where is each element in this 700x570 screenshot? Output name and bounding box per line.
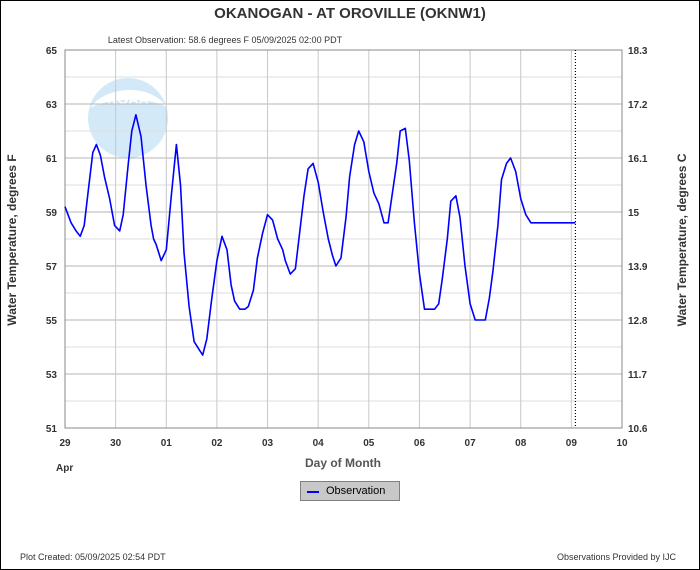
x-tick-label: 04 [313, 438, 325, 449]
x-tick-label: 03 [262, 438, 274, 449]
y-tick-label-left: 51 [46, 424, 58, 435]
y-axis-right-ticks: 10.6 11.7 12.8 13.9 15 16.1 17.2 18.3 [628, 46, 648, 435]
y-tick-label-left: 59 [46, 208, 58, 219]
legend-observation-label: Observation [326, 485, 386, 497]
y-axis-label-right: Water Temperature, degrees C [675, 153, 689, 326]
x-tick-label: 07 [465, 438, 477, 449]
x-tick-label: 09 [566, 438, 578, 449]
x-tick-label: 05 [363, 438, 375, 449]
y-tick-label-right: 12.8 [628, 316, 648, 327]
observations-provider-footer: Observations Provided by IJC [556, 552, 676, 562]
chart-legend: Observation [300, 481, 400, 501]
chart-title: OKANOGAN - AT OROVILLE (OKNW1) [214, 5, 486, 22]
legend-observation-swatch [307, 491, 319, 493]
y-tick-label-left: 61 [46, 154, 58, 165]
y-tick-label-right: 13.9 [628, 262, 648, 273]
x-tick-label: 29 [59, 438, 71, 449]
noaa-logo-text: NOAA [107, 91, 148, 107]
x-axis-month-label: Apr [56, 463, 73, 474]
y-tick-label-left: 65 [46, 46, 58, 57]
x-tick-label: 02 [211, 438, 223, 449]
plot-area-border [64, 49, 623, 429]
y-tick-label-right: 18.3 [628, 46, 648, 57]
y-tick-label-left: 63 [46, 100, 58, 111]
x-tick-label: 30 [110, 438, 122, 449]
x-tick-label: 10 [616, 438, 628, 449]
x-axis-ticks: 29 30 01 02 03 04 05 06 07 08 09 10 [59, 438, 628, 449]
x-tick-label: 08 [515, 438, 527, 449]
y-tick-label-right: 15 [628, 208, 640, 219]
plot-area-outline [64, 49, 623, 429]
plot-created-footer: Plot Created: 05/09/2025 02:54 PDT [20, 552, 166, 562]
series-line-observation [64, 114, 576, 356]
x-tick-label: 06 [414, 438, 426, 449]
x-axis-label: Day of Month [305, 456, 381, 470]
y-tick-label-right: 17.2 [628, 100, 648, 111]
y-tick-label-right: 16.1 [628, 154, 648, 165]
noaa-logo: NOAA [88, 78, 168, 158]
y-axis-left-ticks: 51 53 55 57 59 61 63 65 [46, 46, 58, 435]
y-tick-label-left: 53 [46, 370, 58, 381]
x-tick-label: 01 [161, 438, 173, 449]
y-tick-label-left: 57 [46, 262, 58, 273]
y-tick-label-left: 55 [46, 316, 58, 327]
series-layer [64, 114, 576, 356]
y-tick-label-right: 10.6 [628, 424, 648, 435]
y-tick-label-right: 11.7 [628, 370, 647, 381]
latest-observation-text: Latest Observation: 58.6 degrees F 05/09… [108, 35, 343, 45]
y-axis-label-left: Water Temperature, degrees F [5, 154, 19, 325]
